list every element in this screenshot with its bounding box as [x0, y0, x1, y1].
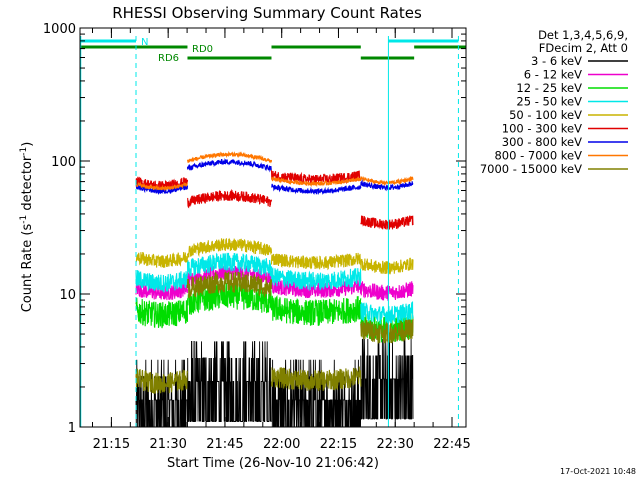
series-line-2-segment-2	[270, 295, 362, 326]
series-line-6-segment-2	[271, 183, 362, 196]
series-line-8-segment-3	[360, 319, 414, 345]
series-line-8-segment-0	[135, 368, 189, 394]
series-line-7-segment-3	[360, 175, 414, 187]
x-tick-label-5: 22:30	[376, 437, 413, 452]
legend-label-0: 3 - 6 keV	[531, 54, 582, 68]
series-line-4-segment-3	[360, 257, 414, 275]
legend-label-8: 7000 - 15000 keV	[480, 162, 582, 176]
series-line-2-segment-0	[135, 297, 189, 329]
legend-label-6: 300 - 800 keV	[502, 135, 582, 149]
series-line-4-segment-0	[135, 251, 189, 269]
series-line-6-segment-1	[186, 157, 273, 173]
legend-header-detectors: Det 1,3,4,5,6,9,	[538, 28, 628, 42]
y-axis-title-part1: Count Rate (s	[20, 224, 35, 313]
series-line-8-segment-1	[186, 271, 273, 299]
series-line-5-segment-1	[187, 189, 273, 209]
y-tick-labels: 1 10 100 1000	[43, 22, 76, 436]
y-tick-label-3: 1000	[43, 22, 76, 37]
series-line-3-segment-2	[270, 267, 362, 292]
series-25-50-kev	[135, 252, 414, 325]
series-line-0-segment-1	[187, 340, 272, 422]
series-line-6-segment-3	[360, 179, 414, 192]
series-line-8-segment-2	[270, 366, 362, 392]
x-tick-label-6: 22:45	[433, 437, 470, 452]
series-line-3-segment-0	[135, 270, 189, 293]
series-line-1-segment-3	[360, 281, 414, 301]
series-line-4-segment-1	[186, 237, 273, 258]
vertical-markers	[80, 36, 459, 427]
state-label-rd6: RD6	[158, 53, 179, 64]
y-axis-title: Count Rate (s-1 detector-1)	[19, 142, 35, 313]
series-line-7-segment-1	[186, 150, 273, 164]
series-line-7-segment-2	[270, 175, 362, 188]
y-axis-title-part2: detector	[20, 155, 35, 215]
axis-ticks	[80, 27, 466, 428]
series-300-800-kev	[135, 157, 414, 196]
y-axis-title-sup2: -1	[19, 147, 29, 156]
series-line-5-segment-3	[360, 215, 414, 230]
series-line-4-segment-2	[270, 252, 362, 271]
series-line-2-segment-1	[186, 282, 273, 315]
y-tick-label-2: 100	[51, 155, 76, 170]
y-tick-label-0: 1	[68, 421, 76, 436]
state-label-night: N	[141, 37, 148, 48]
legend: Det 1,3,4,5,6,9, FDecim 2, Att 0 3 - 6 k…	[480, 28, 628, 176]
series-7000-15000-kev	[135, 271, 414, 394]
series-800-7000-kev	[135, 150, 414, 192]
series-12-25-kev	[135, 282, 414, 343]
legend-label-1: 6 - 12 keV	[524, 68, 582, 82]
x-tick-label-4: 22:15	[320, 437, 357, 452]
series-line-7-segment-0	[135, 181, 189, 192]
y-axis-title-part3: )	[20, 142, 35, 147]
legend-header-fdecim: FDecim 2, Att 0	[539, 41, 628, 55]
generation-timestamp: 17-Oct-2021 10:48	[560, 467, 636, 476]
x-tick-label-0: 21:15	[93, 437, 130, 452]
x-tick-labels: 21:15 21:30 21:45 22:00 22:15 22:30 22:45	[93, 437, 471, 452]
x-tick-label-3: 22:00	[263, 437, 300, 452]
legend-label-2: 12 - 25 keV	[516, 81, 582, 95]
state-label-rd0: RD0	[192, 44, 213, 55]
y-axis-title-sup1: -1	[19, 215, 29, 224]
series-50-100-kev	[135, 237, 414, 275]
legend-label-3: 25 - 50 keV	[516, 95, 582, 109]
legend-label-5: 100 - 300 keV	[502, 122, 582, 136]
x-axis-title: Start Time (26-Nov-10 21:06:42)	[167, 456, 379, 471]
state-bars: N RD0 RD6	[80, 37, 466, 64]
y-tick-label-1: 10	[59, 288, 76, 303]
series-line-3-segment-3	[360, 301, 414, 325]
series-line-6-segment-0	[135, 184, 189, 195]
legend-label-7: 800 - 7000 keV	[494, 149, 582, 163]
series-line-0-segment-3	[360, 338, 414, 420]
x-tick-label-1: 21:30	[149, 437, 186, 452]
series-line-3-segment-1	[186, 252, 273, 277]
x-tick-label-2: 21:45	[206, 437, 243, 452]
legend-label-4: 50 - 100 keV	[509, 108, 582, 122]
chart-title: RHESSI Observing Summary Count Rates	[112, 4, 422, 22]
plot-frame	[79, 27, 467, 428]
